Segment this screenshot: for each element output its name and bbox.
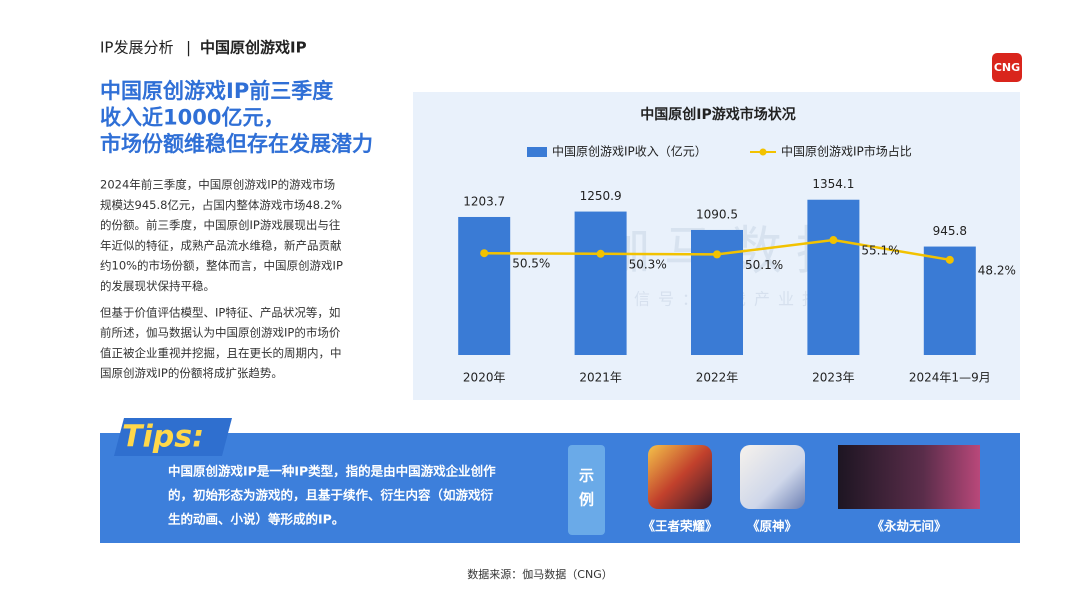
bar-value-label: 1090.5 bbox=[696, 207, 738, 221]
section: IP发展分析 bbox=[100, 39, 173, 57]
line-value-label: 50.5% bbox=[512, 257, 550, 271]
logo: CNG bbox=[994, 61, 1020, 74]
game-icon bbox=[740, 445, 805, 509]
legend-label: 中国原创游戏IP收入（亿元） bbox=[552, 144, 707, 159]
legend-swatch bbox=[527, 147, 547, 157]
example-name: 《永劫无间》 bbox=[871, 519, 946, 534]
line-value-label: 48.2% bbox=[978, 263, 1016, 277]
example-label: 例 bbox=[579, 491, 594, 509]
tips-text: 生的动画、小说）等形成的IP。 bbox=[168, 512, 344, 527]
logo-box bbox=[992, 53, 1022, 82]
tips-tab bbox=[114, 418, 232, 456]
body-text: 2024年前三季度，中国原创游戏IP的游戏市场 bbox=[100, 178, 335, 192]
x-tick-label: 2023年 bbox=[812, 371, 855, 385]
body-text: 但基于价值评估模型、IP特征、产品状况等，如 bbox=[100, 305, 340, 319]
body-text: 前所述，伽马数据认为中国原创游戏IP的市场价 bbox=[100, 326, 341, 340]
example-label: 示 bbox=[579, 467, 594, 485]
body-text: 的份额。前三季度，中国原创IP游戏展现出与往 bbox=[100, 218, 341, 232]
chart-title: 中国原创IP游戏市场状况 bbox=[640, 106, 795, 123]
line-point bbox=[596, 249, 605, 258]
bar-value-label: 945.8 bbox=[933, 224, 967, 238]
example-name: 《原神》 bbox=[747, 519, 797, 534]
body-text: 值正被企业重视并挖掘，且在更长的周期内，中 bbox=[100, 346, 342, 360]
bar-value-label: 1250.9 bbox=[580, 189, 622, 203]
line-point bbox=[945, 255, 954, 264]
body-text: 规模达945.8亿元，占国内整体游戏市场48.2% bbox=[100, 198, 342, 212]
bar bbox=[458, 216, 511, 355]
example-name: 《王者荣耀》 bbox=[642, 519, 717, 534]
bar-value-label: 1354.1 bbox=[812, 177, 854, 191]
separator: | bbox=[186, 39, 191, 57]
tips-text: 的，初始形态为游戏的，且基于续作、衍生内容（如游戏衍 bbox=[168, 488, 494, 503]
body-text: 约10%的市场份额，整体而言，中国原创游戏IP bbox=[100, 259, 343, 273]
example-box bbox=[568, 445, 605, 535]
line-point bbox=[829, 236, 838, 245]
bar bbox=[574, 211, 627, 355]
tips-title: Tips: bbox=[122, 420, 204, 455]
game-banner bbox=[838, 445, 980, 509]
x-tick-label: 2021年 bbox=[579, 371, 622, 385]
bar bbox=[807, 199, 860, 355]
topic: 中国原创游戏IP bbox=[200, 39, 307, 57]
x-tick-label: 2020年 bbox=[463, 371, 506, 385]
line-value-label: 50.1% bbox=[745, 258, 783, 272]
body-text: 的发展现状保持平稳。 bbox=[100, 279, 215, 293]
bar-value-label: 1203.7 bbox=[463, 194, 505, 208]
tips-text: 中国原创游戏IP是一种IP类型，指的是由中国游戏企业创作 bbox=[168, 464, 496, 479]
bar bbox=[923, 246, 976, 355]
headline: 市场份额维稳但存在发展潜力 bbox=[100, 132, 373, 156]
line-point bbox=[480, 249, 489, 258]
x-tick-label: 2024年1—9月 bbox=[909, 371, 991, 385]
line-point bbox=[713, 250, 721, 259]
headline: 收入近1000亿元， bbox=[100, 106, 284, 130]
x-tick-label: 2022年 bbox=[696, 371, 739, 385]
body-text: 年近似的特征，成熟产品流水维稳，新产品贡献 bbox=[100, 238, 342, 252]
headline: 中国原创游戏IP前三季度 bbox=[100, 79, 333, 103]
game-icon bbox=[648, 445, 712, 509]
line-value-label: 55.1% bbox=[861, 244, 899, 258]
source: 数据来源：伽马数据（CNG） bbox=[467, 567, 612, 581]
body-text: 国原创游戏IP的份额将成扩张趋势。 bbox=[100, 366, 283, 380]
bar bbox=[691, 229, 743, 355]
legend-swatch bbox=[759, 148, 767, 156]
line-value-label: 50.3% bbox=[629, 257, 667, 271]
legend-label: 中国原创游戏IP市场占比 bbox=[781, 144, 912, 159]
